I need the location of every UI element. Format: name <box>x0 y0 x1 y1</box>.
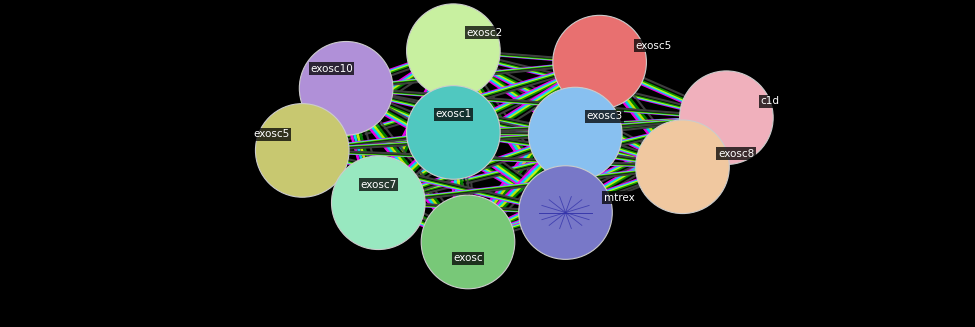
Ellipse shape <box>299 42 393 135</box>
Text: exosc3: exosc3 <box>586 111 623 121</box>
Ellipse shape <box>519 166 612 259</box>
Text: exosc8: exosc8 <box>718 149 755 159</box>
Ellipse shape <box>421 195 515 289</box>
Text: c1d: c1d <box>760 96 780 106</box>
Text: exosc7: exosc7 <box>360 180 397 190</box>
Ellipse shape <box>680 71 773 164</box>
Text: exosc: exosc <box>453 253 483 263</box>
Text: exosc2: exosc2 <box>466 28 503 38</box>
Ellipse shape <box>528 87 622 181</box>
Ellipse shape <box>332 156 425 250</box>
Ellipse shape <box>553 15 646 109</box>
Text: exosc1: exosc1 <box>435 110 472 119</box>
Ellipse shape <box>255 104 349 197</box>
Ellipse shape <box>407 4 500 97</box>
Text: exosc10: exosc10 <box>310 64 353 74</box>
Ellipse shape <box>407 86 500 179</box>
Ellipse shape <box>636 120 729 214</box>
Text: exosc5: exosc5 <box>253 129 290 139</box>
Text: exosc5: exosc5 <box>635 41 672 51</box>
Text: mtrex: mtrex <box>604 193 635 203</box>
